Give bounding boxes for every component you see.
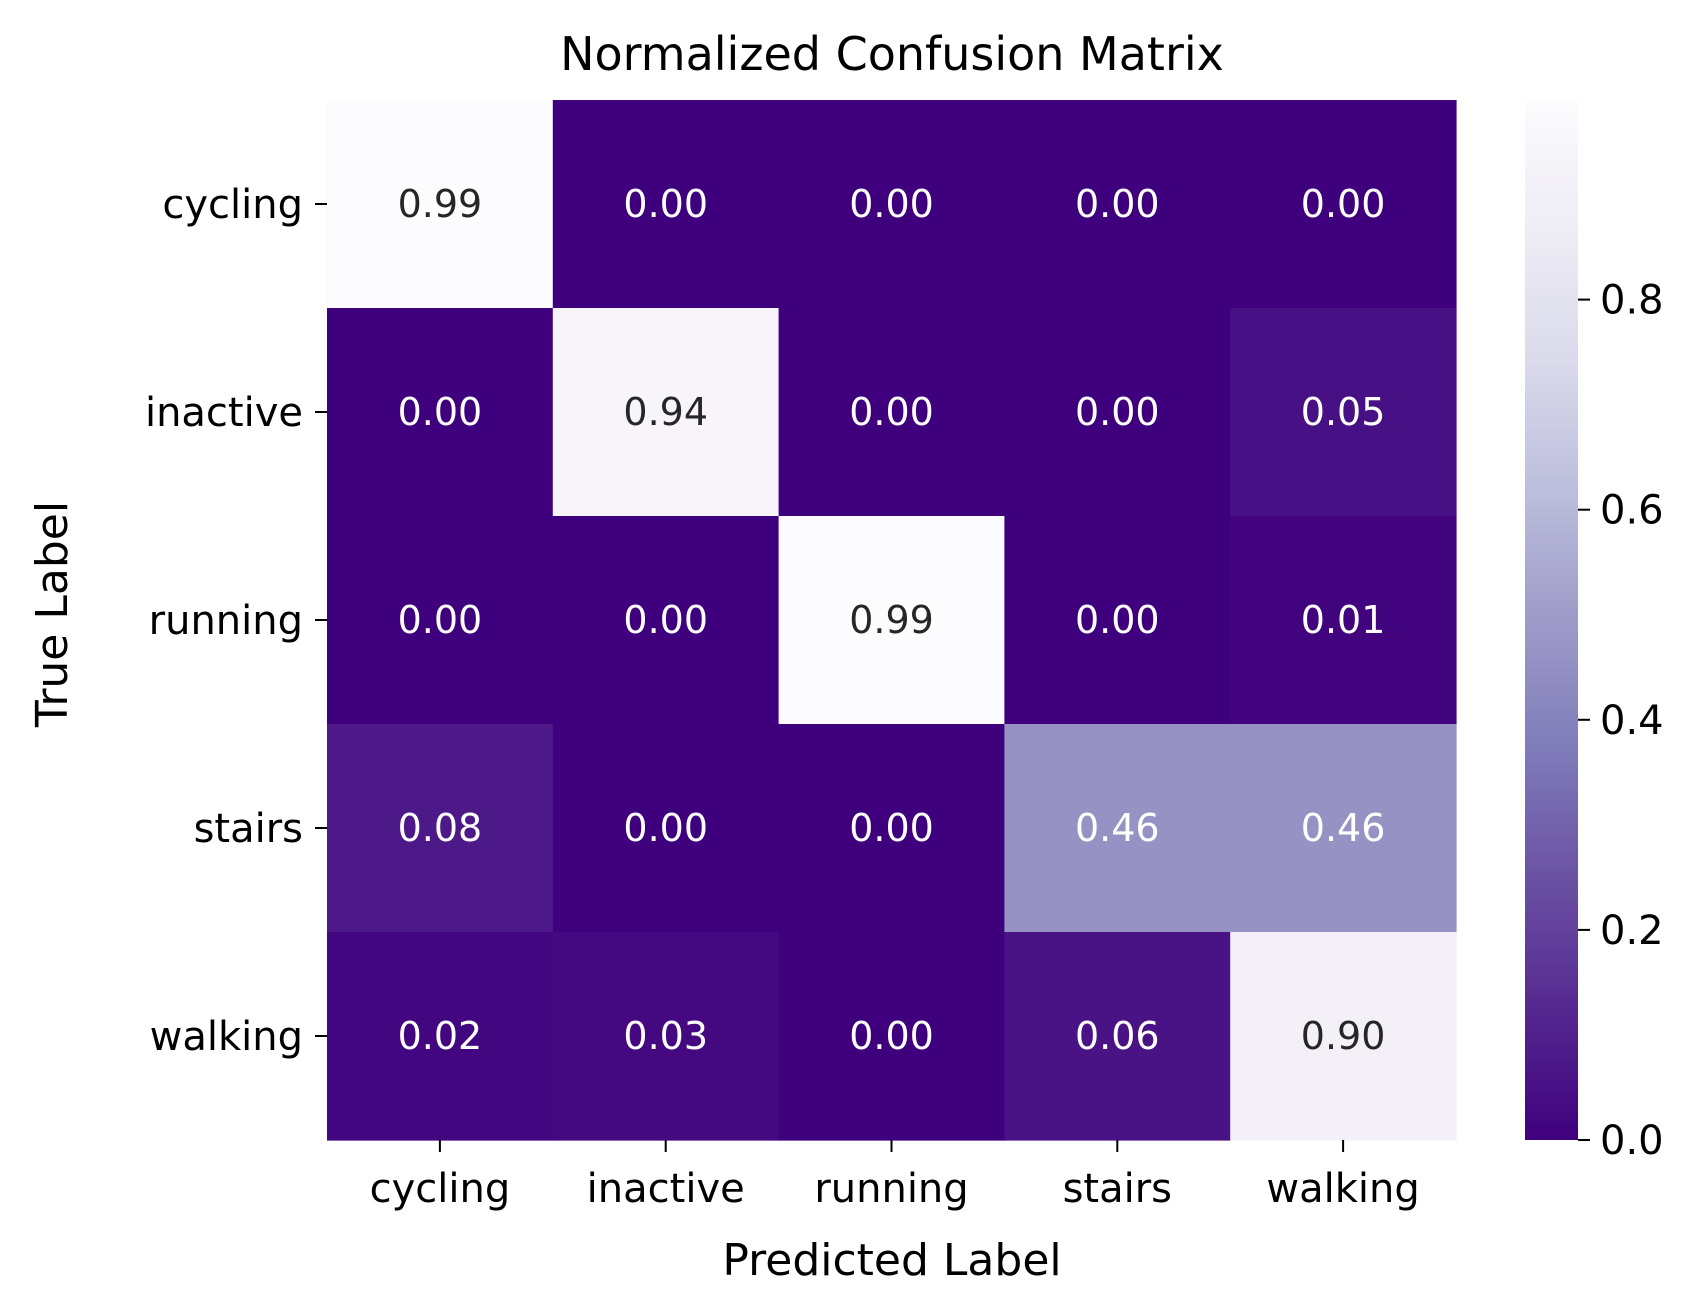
cell-value-2-3: 0.00 [1075,598,1160,642]
cell-value-2-4: 0.01 [1301,598,1386,642]
heatmap-cell-3-3 [1004,724,1231,933]
heatmap-cell-1-0 [327,308,554,517]
cell-value-4-4: 0.90 [1301,1014,1386,1058]
colorbar-tick-label: 0.0 [1600,1118,1664,1164]
colorbar-tick-label: 0.6 [1600,488,1664,534]
heatmap-cell-2-2 [778,516,1005,725]
cell-value-4-3: 0.06 [1075,1014,1160,1058]
x-axis: cycling inactive running stairs walking [370,1140,1420,1212]
heatmap-cell-1-1 [552,308,780,517]
colorbar-tick-label: 0.8 [1600,278,1664,324]
x-tick-label: stairs [1063,1166,1172,1212]
heatmap-cell-4-1 [552,932,780,1141]
y-tick-label: running [149,598,303,644]
cell-value-0-0: 0.99 [398,182,483,226]
x-axis-title: Predicted Label [722,1235,1061,1286]
heatmap-cell-4-2 [778,932,1005,1141]
cell-value-4-1: 0.03 [623,1014,708,1058]
heatmap-cell-4-0 [327,932,554,1141]
heatmap-cell-4-4 [1230,932,1457,1141]
heatmap-cell-2-4 [1230,516,1457,725]
colorbar-tick-label: 0.2 [1600,908,1664,954]
heatmap-cell-2-0 [327,516,554,725]
cell-value-4-0: 0.02 [398,1014,483,1058]
heatmap-cell-1-4 [1230,308,1457,517]
y-tick-label: cycling [162,182,303,228]
heatmap-cell-2-1 [552,516,780,725]
heatmap-cell-2-3 [1004,516,1231,725]
heatmap-cell-1-3 [1004,308,1231,517]
heatmap-cell-0-3 [1004,100,1231,309]
heatmap-cell-4-3 [1004,932,1231,1141]
y-tick-label: stairs [194,806,303,852]
cell-value-0-2: 0.00 [849,182,934,226]
cell-value-1-0: 0.00 [398,390,483,434]
cell-value-0-1: 0.00 [623,182,708,226]
cell-value-3-4: 0.46 [1301,806,1386,850]
cell-value-2-2: 0.99 [849,598,934,642]
cell-value-1-3: 0.00 [1075,390,1160,434]
heatmap-cell-0-0 [327,100,554,309]
colorbar-tick-label: 0.4 [1600,698,1664,744]
cell-value-3-2: 0.00 [849,806,934,850]
cell-value-2-0: 0.00 [398,598,483,642]
heatmap-cell-3-2 [778,724,1005,933]
heatmap-cell-3-4 [1230,724,1457,933]
cell-value-1-4: 0.05 [1301,390,1386,434]
heatmap-cell-3-0 [327,724,554,933]
cell-value-1-1: 0.94 [623,390,708,434]
x-tick-label: cycling [370,1166,511,1212]
chart-title: Normalized Confusion Matrix [560,27,1224,81]
y-axis-title: True Label [27,501,78,728]
y-tick-label: inactive [145,390,303,436]
heatmap-cell-0-4 [1230,100,1457,309]
cell-value-0-4: 0.00 [1301,182,1386,226]
heatmap-cell-1-2 [778,308,1005,517]
x-tick-label: walking [1266,1166,1419,1212]
cell-value-3-3: 0.46 [1075,806,1160,850]
heatmap-cell-3-1 [552,724,780,933]
cell-value-1-2: 0.00 [849,390,934,434]
heatmap-cell-0-2 [778,100,1005,309]
y-tick-label: walking [150,1014,303,1060]
cell-value-4-2: 0.00 [849,1014,934,1058]
cell-value-0-3: 0.00 [1075,182,1160,226]
colorbar-ticks: 0.0 0.2 0.4 0.6 0.8 [1578,278,1664,1164]
cell-value-3-1: 0.00 [623,806,708,850]
cell-value-2-1: 0.00 [623,598,708,642]
colorbar [1525,100,1578,1140]
y-axis: cycling inactive running stairs walking [145,182,327,1060]
x-tick-label: inactive [587,1166,745,1212]
heatmap-cell-0-1 [552,100,780,309]
cell-value-3-0: 0.08 [398,806,483,850]
heatmap-cells: 0.99 0.00 0.00 0.00 0.00 0.00 0.94 0.00 0.00 0.05… [327,100,1457,1141]
x-tick-label: running [814,1166,968,1212]
